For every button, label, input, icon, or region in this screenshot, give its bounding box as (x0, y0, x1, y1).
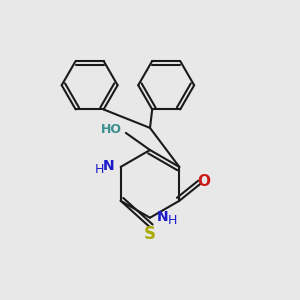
Text: N: N (157, 209, 168, 224)
Text: O: O (198, 174, 211, 189)
Text: N: N (103, 159, 115, 173)
Text: HO: HO (101, 123, 122, 136)
Text: S: S (144, 225, 156, 243)
Text: H: H (94, 164, 104, 176)
Text: H: H (167, 214, 177, 227)
